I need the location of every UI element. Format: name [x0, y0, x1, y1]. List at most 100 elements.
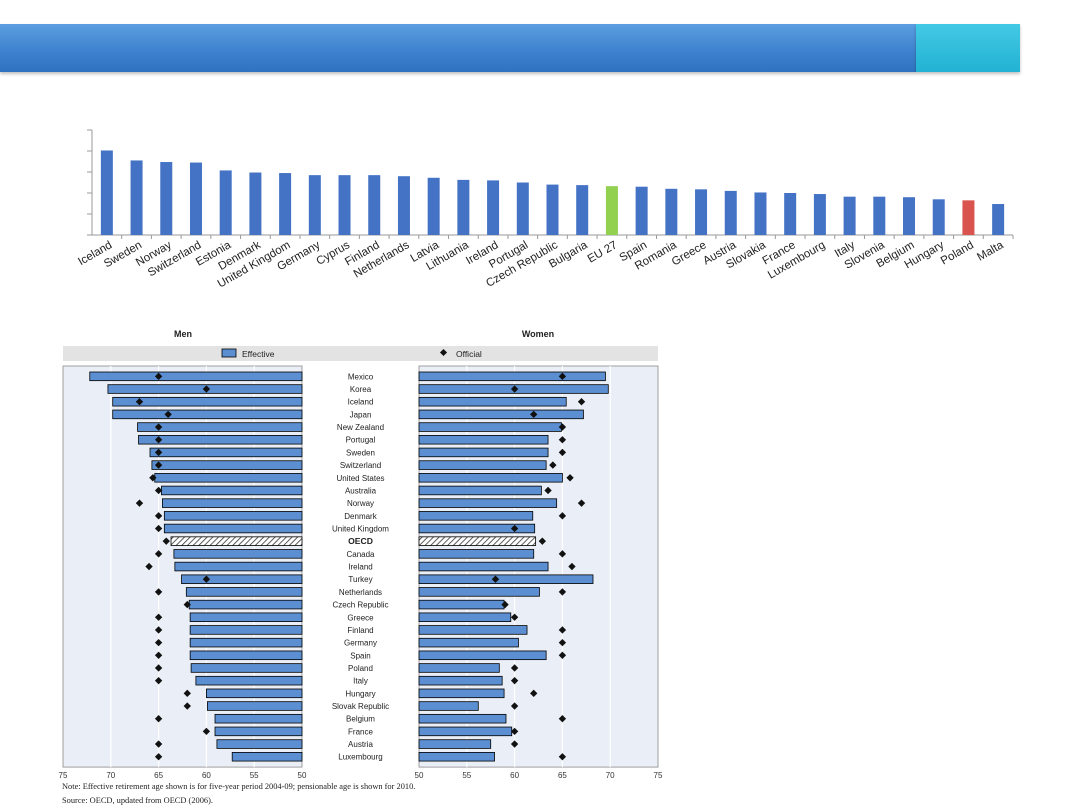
men-bar-italy	[195, 675, 303, 686]
bar-france	[784, 193, 797, 235]
men-bar-greece	[189, 612, 303, 623]
men-official-united-kingdom	[154, 524, 163, 533]
women-official-italy	[510, 676, 519, 685]
country-label-korea: Korea	[350, 385, 372, 394]
women-bar-switzerland	[418, 460, 547, 470]
country-label-switzerland: Switzerland	[340, 461, 381, 470]
bar-denmark	[249, 172, 262, 235]
legend-box	[63, 346, 658, 361]
women-bar-luxembourg	[418, 751, 495, 762]
country-label-greece: Greece	[347, 613, 374, 622]
country-label-austria: Austria	[348, 740, 373, 749]
men-official-portugal	[154, 436, 163, 444]
women-bar-united-kingdom	[418, 523, 536, 534]
women-bar-japan	[418, 409, 584, 420]
bar-hungary	[932, 199, 945, 235]
men-bar-slovak-republic	[206, 701, 303, 711]
country-label-hungary: Hungary	[345, 689, 375, 698]
men-bar-spain	[189, 650, 303, 661]
bar-cyprus	[338, 175, 351, 235]
bar-estonia	[219, 170, 232, 235]
women-official-united-states	[566, 474, 574, 482]
women-x-tick-label: 75	[654, 771, 663, 780]
men-official-turkey	[202, 575, 211, 583]
men-bar-poland	[190, 663, 303, 673]
country-bar-chart: IcelandSwedenNorwaySwitzerlandEstoniaDen…	[76, 129, 1014, 291]
country-label-spain: Spain	[350, 651, 370, 660]
women-x-tick-label: 70	[606, 771, 615, 780]
country-label-czech-republic: Czech Republic	[332, 601, 388, 610]
country-label-canada: Canada	[346, 550, 375, 559]
women-bar-germany	[418, 637, 519, 648]
men-official-belgium	[154, 715, 163, 723]
women-official-france	[510, 727, 519, 736]
men-bar-netherlands	[185, 587, 303, 597]
bar-greece	[695, 189, 708, 235]
country-label-luxembourg: Luxembourg	[338, 753, 382, 762]
men-bar-iceland	[112, 396, 303, 407]
women-bar-belgium	[418, 713, 507, 724]
women-official-austria	[510, 740, 519, 748]
women-bar-czech-republic	[418, 599, 505, 610]
women-official-switzerland	[549, 461, 557, 469]
women-bar-netherlands	[418, 587, 540, 597]
men-x-tick-label: 50	[298, 771, 307, 780]
men-x-tick-label: 55	[250, 771, 259, 780]
country-label-turkey: Turkey	[348, 575, 372, 584]
chart-note: Note: Effective retirement age shown is …	[62, 782, 416, 791]
bar-germany	[308, 175, 321, 235]
bar-ireland	[487, 180, 500, 235]
women-bar-denmark	[418, 511, 534, 521]
women-official-united-kingdom	[510, 524, 519, 533]
women-bar-new-zealand	[418, 422, 562, 432]
men-bar-canada	[173, 549, 303, 559]
bar-slovakia	[754, 192, 767, 235]
men-bar-belgium	[214, 713, 303, 724]
women-bar-united-states	[418, 473, 563, 483]
men-bar-luxembourg	[231, 751, 303, 762]
men-bar-mexico	[89, 371, 303, 382]
country-label-united-states: United States	[336, 474, 384, 483]
bar-netherlands	[397, 176, 410, 235]
men-bar-japan	[112, 409, 303, 420]
men-bar-germany	[189, 637, 303, 648]
women-bar-iceland	[418, 396, 567, 407]
women-bar-mexico	[418, 371, 606, 382]
bar-austria	[724, 190, 737, 235]
country-label-denmark: Denmark	[344, 512, 377, 521]
men-x-tick-label: 65	[154, 771, 163, 780]
men-official-hungary	[183, 689, 191, 698]
men-official-czech-republic	[183, 600, 191, 609]
men-official-mexico	[154, 372, 163, 381]
country-label-iceland: Iceland	[348, 398, 374, 407]
country-label-united-kingdom: United Kingdom	[332, 525, 389, 534]
women-bar-canada	[418, 549, 535, 559]
women-bar-greece	[418, 612, 512, 623]
women-x-tick-label: 55	[462, 771, 471, 780]
panel-title-men: Men	[174, 329, 192, 339]
country-label-netherlands: Netherlands	[339, 588, 382, 597]
women-bar-austria	[418, 739, 492, 749]
bar-luxembourg	[813, 194, 826, 235]
country-label-finland: Finland	[347, 626, 373, 635]
bar-united-kingdom	[279, 173, 292, 235]
bar-czech-republic	[546, 184, 559, 235]
bar-eu-27	[605, 186, 618, 235]
country-label-oecd: OECD	[348, 536, 373, 546]
country-label-italy: Italy	[353, 677, 368, 686]
men-official-new-zealand	[154, 423, 163, 431]
x-tick-label: EU 27	[586, 239, 620, 265]
men-bar-switzerland	[151, 460, 303, 470]
women-official-iceland	[577, 398, 586, 406]
men-bar-hungary	[205, 688, 303, 699]
x-tick-label: Malta	[975, 239, 1006, 264]
men-official-denmark	[154, 512, 163, 520]
men-official-italy	[154, 676, 163, 685]
title-accent-block	[916, 24, 1020, 72]
bar-latvia	[427, 177, 440, 235]
women-bar-portugal	[418, 435, 549, 445]
women-x-tick-label: 60	[510, 771, 519, 780]
country-label-japan: Japan	[350, 410, 372, 419]
women-bar-slovak-republic	[418, 701, 479, 711]
bar-spain	[635, 186, 648, 235]
